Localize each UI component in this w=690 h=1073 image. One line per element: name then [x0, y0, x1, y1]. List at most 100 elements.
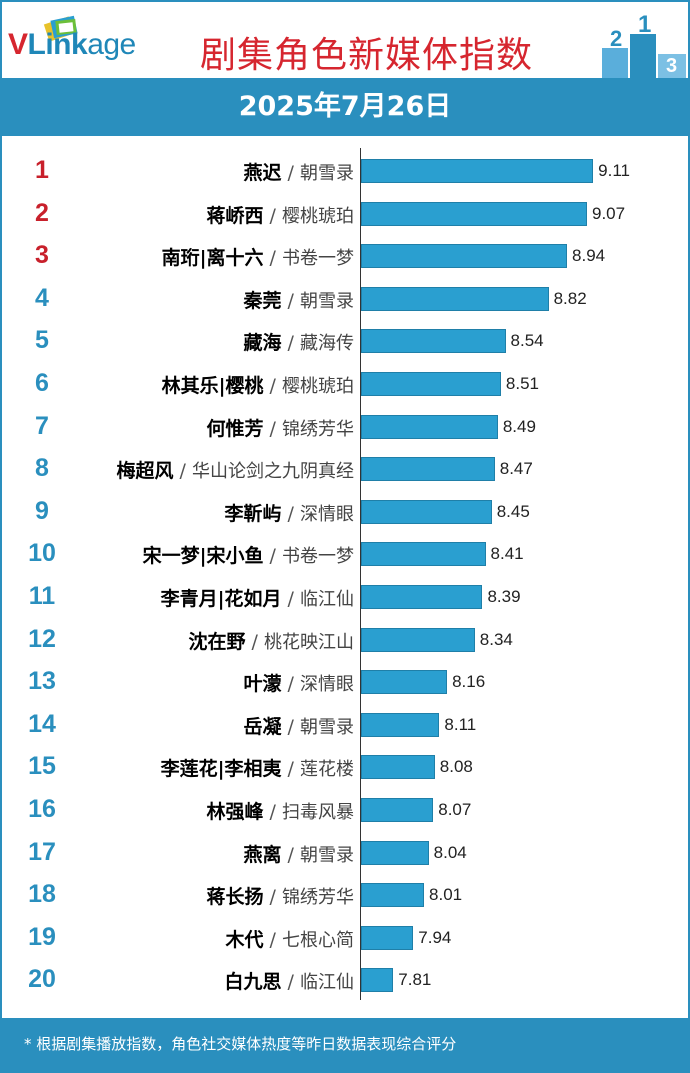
rank-number: 18	[28, 880, 56, 909]
bar	[361, 585, 483, 609]
label-separator: /	[281, 588, 300, 610]
bar-label: 燕迟 / 朝雪录	[244, 158, 355, 185]
character-name: 林强峰	[206, 801, 264, 823]
show-title: 朝雪录	[300, 716, 354, 738]
rank-number: 10	[28, 539, 56, 568]
bar	[361, 329, 506, 354]
label-separator: /	[281, 502, 300, 525]
podium-digit-2: 2	[610, 26, 622, 51]
ranking-row: 11 李青月|花如月 / 临江仙 8.39	[0, 576, 690, 618]
label-separator: /	[263, 801, 282, 823]
header: VLinkage 剧集角色新媒体指数 2 1 3	[0, 0, 690, 78]
bar	[361, 755, 435, 780]
bar-value-label: 9.11	[598, 161, 630, 180]
rank-number: 13	[28, 667, 56, 696]
bar-value-label: 8.16	[452, 672, 486, 692]
ranking-row: 17 燕离 / 朝雪录 8.04	[0, 832, 690, 874]
podium-digit-3: 3	[666, 55, 677, 77]
rank-number: 12	[28, 624, 56, 653]
bar-label: 蒋长扬 / 锦绣芳华	[207, 882, 355, 909]
label-separator: /	[263, 375, 282, 397]
label-separator: /	[263, 247, 282, 270]
rank-number: 4	[35, 283, 49, 312]
bar-value-label: 8.82	[553, 288, 587, 308]
label-separator: /	[263, 417, 282, 440]
bar	[361, 968, 394, 993]
page-title: 剧集角色新媒体指数	[200, 35, 534, 76]
bar-label: 叶濛 / 深情眼	[244, 669, 355, 696]
ranking-row: 3 南珩|离十六 / 书卷一梦 8.94	[0, 235, 690, 277]
rank-number: 20	[28, 965, 56, 994]
show-title: 莲花楼	[300, 759, 354, 781]
rank-number: 11	[28, 582, 56, 610]
label-separator: /	[173, 460, 192, 483]
bar-value-label: 8.04	[433, 842, 467, 862]
show-title: 朝雪录	[300, 844, 354, 866]
bar-value-label: 8.07	[438, 800, 472, 819]
bar-label: 林其乐|樱桃 / 樱桃琥珀	[162, 371, 354, 398]
rank-number: 6	[35, 369, 49, 397]
label-separator: /	[281, 843, 300, 866]
rank-number: 8	[35, 454, 49, 483]
character-name: 木代	[225, 928, 264, 951]
character-name: 燕离	[243, 843, 282, 866]
bar-value-label: 8.08	[439, 757, 473, 777]
bar	[361, 798, 434, 822]
bar	[361, 457, 495, 482]
ranking-row: 6 林其乐|樱桃 / 樱桃琥珀 8.51	[0, 363, 690, 405]
show-title: 临江仙	[300, 972, 354, 994]
bar-value-label: 8.11	[444, 714, 477, 734]
bar	[361, 542, 486, 567]
label-separator: /	[263, 545, 282, 568]
rank-number: 7	[35, 411, 49, 440]
bar-label: 木代 / 七根心简	[226, 925, 355, 952]
bar-value-label: 8.54	[510, 331, 544, 351]
ranking-row: 4 秦莞 / 朝雪录 8.82	[0, 278, 690, 320]
character-name: 李靳屿	[224, 502, 282, 525]
bar-label: 藏海 / 藏海传	[244, 328, 355, 355]
rank-number: 5	[35, 326, 49, 355]
ranking-row: 2 蒋峤西 / 樱桃琥珀 9.07	[0, 193, 690, 235]
rank-number: 9	[35, 496, 49, 525]
bar	[361, 840, 429, 865]
character-name: 何惟芳	[206, 417, 264, 440]
bar-value-label: 8.51	[505, 374, 539, 393]
bar-label: 沈在野 / 桃花映江山	[189, 627, 355, 654]
character-name: 梅超风	[116, 460, 174, 483]
bar-label: 李青月|花如月 / 临江仙	[161, 584, 354, 611]
show-title: 深情眼	[300, 503, 354, 525]
character-name: 南珩|离十六	[161, 247, 264, 270]
bar-value-label: 8.49	[502, 416, 536, 436]
label-separator: /	[281, 673, 300, 696]
label-separator: /	[245, 630, 264, 653]
ranking-row: 5 藏海 / 藏海传 8.54	[0, 320, 690, 362]
bar	[361, 670, 448, 695]
ranking-row: 7 何惟芳 / 锦绣芳华 8.49	[0, 406, 690, 448]
show-title: 七根心简	[282, 929, 354, 951]
ranking-row: 12 沈在野 / 桃花映江山 8.34	[0, 619, 690, 661]
bar	[361, 627, 475, 652]
label-separator: /	[263, 886, 282, 909]
show-title: 樱桃琥珀	[282, 376, 354, 397]
bar-label: 宋一梦|宋小鱼 / 书卷一梦	[143, 541, 354, 568]
bar-label: 李莲花|李相夷 / 莲花楼	[161, 754, 354, 781]
ranking-row: 10 宋一梦|宋小鱼 / 书卷一梦 8.41	[0, 533, 690, 575]
label-separator: /	[281, 758, 300, 781]
label-separator: /	[281, 715, 300, 738]
bar-label: 南珩|离十六 / 书卷一梦	[162, 243, 354, 270]
rank-number: 15	[28, 752, 56, 781]
show-title: 临江仙	[300, 589, 354, 610]
ranking-row: 15 李莲花|李相夷 / 莲花楼 8.08	[0, 746, 690, 788]
footnote: * 根据剧集播放指数，角色社交媒体热度等昨日数据表现综合评分	[2, 1018, 688, 1071]
bar-value-label: 9.07	[592, 203, 626, 223]
bar-label: 秦莞 / 朝雪录	[244, 286, 355, 313]
bar	[361, 925, 414, 950]
character-name: 宋一梦|宋小鱼	[142, 545, 264, 568]
podium-digit-1: 1	[638, 11, 651, 38]
rank-number: 19	[28, 922, 56, 951]
podium-icon: 2 1 3	[602, 11, 686, 78]
ranking-row: 14 岳凝 / 朝雪录 8.11	[0, 704, 690, 746]
bar-label: 岳凝 / 朝雪录	[244, 712, 355, 739]
label-separator: /	[263, 204, 282, 227]
